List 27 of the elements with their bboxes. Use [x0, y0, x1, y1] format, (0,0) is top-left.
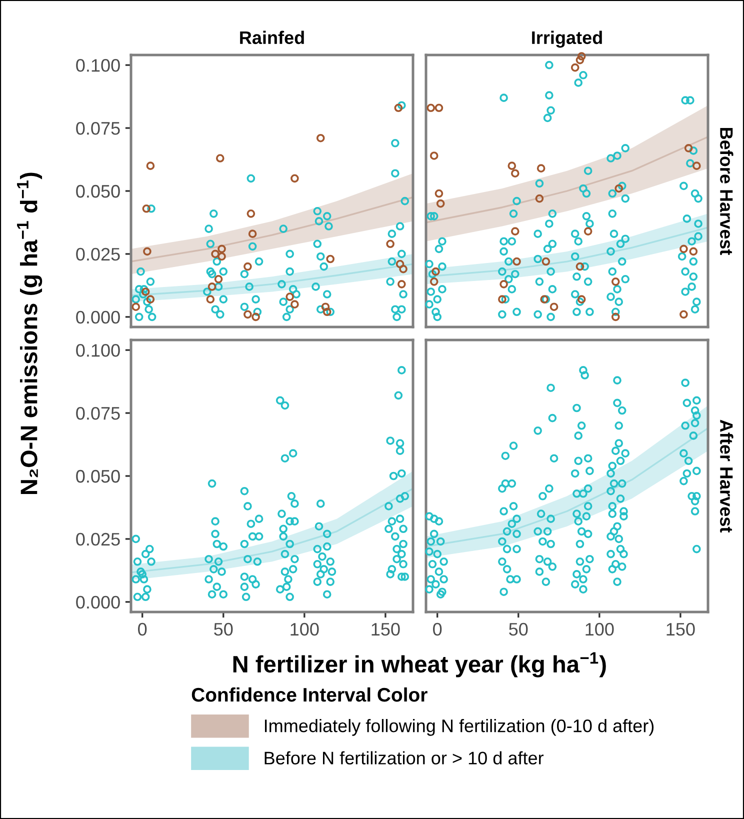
- text: Before Harvest: [720, 128, 734, 256]
- x-tick-label: 150: [666, 622, 695, 636]
- y-tick-label: 0.000: [76, 596, 120, 609]
- y-tick-label: 0.075: [76, 122, 120, 135]
- x-tick-label: 100: [290, 622, 319, 636]
- x-axis-title: N fertilizer in wheat year (kg ha$^{−1}$): [233, 652, 606, 678]
- y-tick-label: 0.050: [76, 470, 120, 483]
- x-tick-label: 50: [214, 622, 233, 636]
- chart-title: Irrigated: [532, 30, 602, 48]
- x-tick-label: 0: [138, 622, 147, 636]
- x-tick-label: 50: [509, 622, 528, 636]
- chart-title: Rainfed: [240, 30, 304, 44]
- x-tick-label: 0: [433, 622, 442, 636]
- y-tick-label: 0.100: [76, 59, 120, 72]
- y-axis-title: N₂O-N emissions (g ha$^{−1}$ d$^{−1}$): [17, 172, 42, 494]
- y-tick-label: 0.000: [76, 310, 120, 324]
- y-tick-label: 0.025: [76, 532, 120, 546]
- x-tick-label: 100: [586, 622, 614, 636]
- legend-label: Before N fertilization or > 10 d after: [264, 751, 544, 764]
- y-tick-label: 0.050: [76, 184, 120, 198]
- legend-label: Immediately following N fertilization (0-10 d after): [264, 718, 654, 736]
- x-tick-label: 150: [372, 622, 400, 636]
- legend-title: Confidence Interval Color: [192, 687, 428, 702]
- y-tick-label: 0.025: [76, 248, 120, 261]
- text: After Harvest: [720, 420, 734, 532]
- y-tick-label: 0.075: [76, 406, 120, 420]
- y-tick-label: 0.100: [76, 344, 120, 357]
